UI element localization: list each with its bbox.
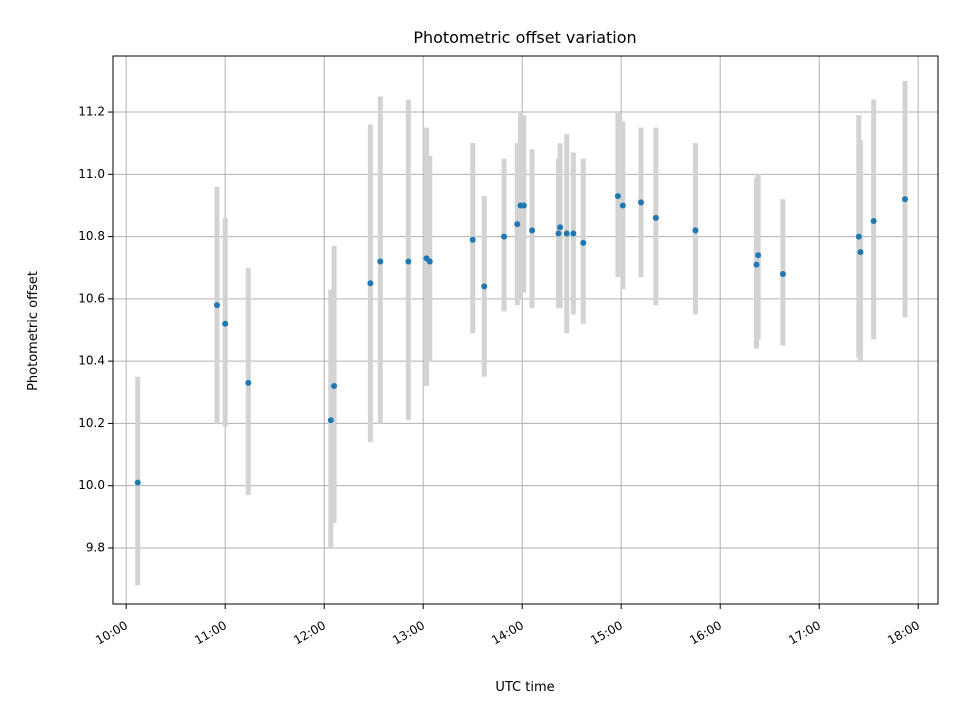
data-point xyxy=(367,280,374,287)
data-point xyxy=(614,193,621,200)
data-point xyxy=(638,199,644,206)
data-point xyxy=(779,270,786,277)
data-point xyxy=(563,230,570,237)
data-point xyxy=(481,283,488,290)
y-tick-label: 10.2 xyxy=(78,416,105,430)
data-point xyxy=(753,261,760,268)
data-point xyxy=(692,227,699,234)
y-tick-label: 11.0 xyxy=(78,167,105,181)
data-point xyxy=(222,320,229,327)
data-point xyxy=(245,379,252,386)
plot-frame xyxy=(112,55,939,605)
data-points xyxy=(134,193,908,486)
data-point xyxy=(501,233,508,240)
data-point xyxy=(855,233,862,240)
data-point xyxy=(529,227,536,234)
data-point xyxy=(555,230,562,237)
y-tick-label: 10.6 xyxy=(78,291,105,305)
y-axis-label: Photometric offset xyxy=(26,271,41,391)
data-point xyxy=(213,302,220,309)
data-point xyxy=(331,383,338,390)
data-point xyxy=(857,249,864,256)
y-tick-label: 10.4 xyxy=(78,354,105,368)
y-tick-label: 10.8 xyxy=(78,229,105,243)
data-point xyxy=(902,196,908,203)
data-point xyxy=(870,218,877,225)
data-point xyxy=(327,417,334,424)
data-point xyxy=(469,236,476,243)
y-tick-label: 11.2 xyxy=(78,105,105,119)
x-axis-label: UTC time xyxy=(495,680,554,695)
data-point xyxy=(652,214,659,221)
data-point xyxy=(570,230,577,237)
data-point xyxy=(377,258,384,265)
chart-title: Photometric offset variation xyxy=(413,28,636,47)
data-point xyxy=(755,252,762,259)
data-point xyxy=(520,202,527,209)
y-tick-label: 10.0 xyxy=(78,478,105,492)
data-point xyxy=(134,479,141,486)
data-point xyxy=(426,258,433,265)
data-point xyxy=(405,258,412,265)
data-point xyxy=(580,239,587,246)
data-point xyxy=(557,224,564,231)
y-tick-label: 9.8 xyxy=(86,540,105,554)
data-point xyxy=(619,202,626,209)
data-point xyxy=(514,221,521,228)
